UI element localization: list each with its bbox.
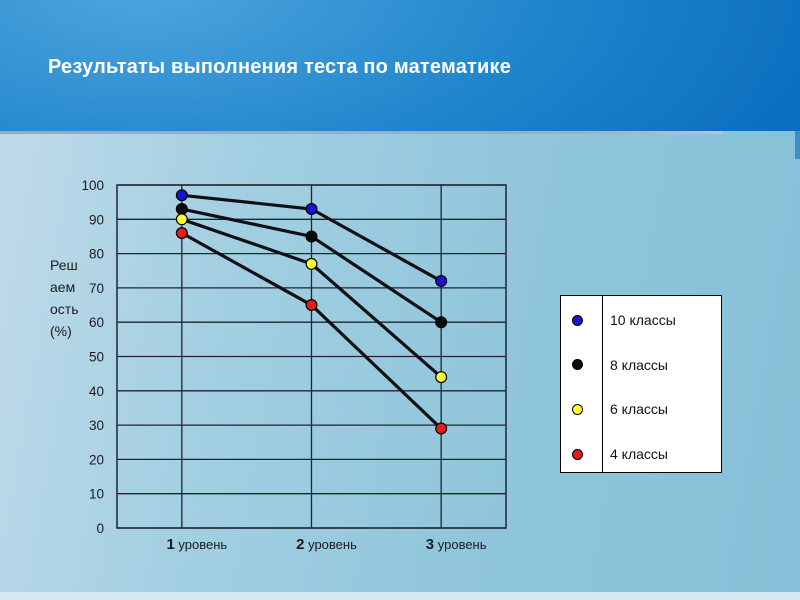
header-shadow-strip bbox=[0, 131, 723, 134]
data-point bbox=[435, 371, 448, 384]
y-tick-label: 90 bbox=[89, 212, 104, 227]
data-point bbox=[305, 257, 318, 270]
header-right-tab bbox=[795, 131, 800, 159]
chart-legend: 10 классы 8 классы 6 классы 4 классы bbox=[560, 295, 722, 473]
y-tick-label: 10 bbox=[89, 487, 104, 502]
legend-item: 6 классы bbox=[561, 399, 721, 419]
legend-dot bbox=[572, 448, 583, 460]
y-tick-label: 30 bbox=[89, 418, 104, 433]
data-point bbox=[175, 213, 188, 226]
legend-label: 8 классы bbox=[610, 356, 668, 373]
y-tick-label: 50 bbox=[89, 350, 104, 365]
x-tick-label: 1 уровень bbox=[166, 536, 227, 553]
y-tick-label: 20 bbox=[89, 452, 104, 467]
legend-divider bbox=[602, 296, 603, 472]
legend-item: 4 классы bbox=[561, 444, 721, 464]
data-point bbox=[435, 275, 448, 288]
y-tick-label: 60 bbox=[89, 315, 104, 330]
data-point bbox=[305, 203, 318, 216]
y-tick-label: 100 bbox=[81, 178, 104, 193]
legend-item: 10 классы bbox=[561, 310, 721, 330]
header-banner: Результаты выполнения теста по математик… bbox=[0, 0, 800, 131]
data-point bbox=[175, 203, 188, 216]
legend-dot bbox=[572, 359, 583, 371]
data-point bbox=[175, 189, 188, 202]
legend-label: 6 классы bbox=[610, 401, 668, 418]
y-tick-label: 40 bbox=[89, 384, 104, 399]
data-point bbox=[305, 230, 318, 243]
y-tick-label: 70 bbox=[89, 281, 104, 296]
y-tick-label: 80 bbox=[89, 247, 104, 262]
y-tick-label: 0 bbox=[96, 521, 104, 536]
data-point bbox=[435, 316, 448, 329]
y-axis-title: Реш аем ость (%) bbox=[50, 257, 79, 339]
bottom-strip bbox=[0, 592, 800, 600]
data-point bbox=[305, 299, 318, 312]
plot-border bbox=[116, 184, 507, 529]
legend-label: 10 классы bbox=[610, 312, 676, 328]
x-tick-label: 3 уровень bbox=[426, 536, 487, 553]
data-point bbox=[435, 422, 448, 435]
legend-item: 8 классы bbox=[561, 355, 721, 375]
legend-dot bbox=[572, 403, 583, 415]
slide-title: Результаты выполнения теста по математик… bbox=[48, 56, 512, 78]
legend-dot bbox=[572, 314, 583, 326]
data-point bbox=[175, 227, 188, 240]
legend-label: 4 классы bbox=[610, 446, 668, 463]
x-tick-label: 2 уровень bbox=[296, 536, 357, 553]
